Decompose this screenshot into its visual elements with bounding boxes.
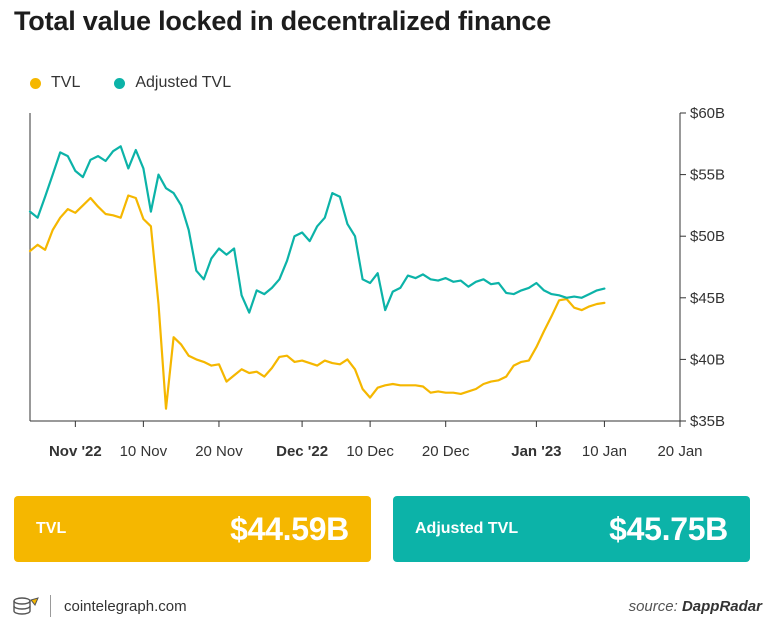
- x-tick-label: 20 Dec: [422, 443, 470, 460]
- footer-source-prefix: source:: [628, 598, 678, 615]
- y-tick-label: $35B: [690, 413, 725, 430]
- adjusted-tvl-card-value: $45.75B: [609, 510, 728, 547]
- footer-source-name: DappRadar: [681, 598, 762, 615]
- chart-series-layer: [28, 145, 606, 410]
- footer-source: source: DappRadar: [629, 598, 762, 615]
- adjusted-tvl-summary-card: Adjusted TVL $45.75B: [393, 496, 750, 562]
- x-tick-label: 10 Dec: [346, 443, 394, 460]
- y-tick-label: $55B: [690, 167, 725, 184]
- cointelegraph-logo-icon[interactable]: [12, 596, 40, 623]
- x-tick-label: Nov '22: [49, 443, 102, 460]
- x-tick-label: Jan '23: [511, 443, 561, 460]
- chart-title: Total value locked in decentralized fina…: [14, 6, 552, 36]
- chart-axes: [29, 112, 686, 427]
- legend-item-adjusted-tvl[interactable]: Adjusted TVL: [114, 74, 231, 92]
- y-tick-label: $50B: [690, 228, 725, 245]
- legend-label-tvl: TVL: [51, 74, 81, 91]
- legend-item-tvl[interactable]: TVL: [30, 74, 80, 92]
- y-tick-label: $40B: [690, 351, 725, 368]
- y-tick-label: $60B: [690, 105, 725, 122]
- series-line-tvl: [28, 194, 606, 410]
- footer-divider: [50, 595, 51, 617]
- chart-legend: TVL Adjusted TVL: [30, 74, 265, 92]
- tvl-card-value: $44.59B: [230, 510, 349, 547]
- legend-swatch-adjusted-tvl: [114, 77, 126, 89]
- x-tick-label: 20 Jan: [657, 443, 702, 460]
- x-tick-label: 20 Nov: [195, 443, 243, 460]
- chart-tick-labels: $35B $40B $45B $50B $55B $60B Nov '22 10 Nov 20 …: [49, 105, 725, 460]
- footer-site-link[interactable]: cointelegraph.com: [64, 598, 187, 615]
- series-line-adjusted-tvl: [28, 145, 606, 314]
- adjusted-tvl-card-label: Adjusted TVL: [415, 520, 519, 537]
- x-tick-label: 10 Nov: [120, 443, 168, 460]
- y-tick-label: $45B: [690, 290, 725, 307]
- x-tick-label: 10 Jan: [582, 443, 627, 460]
- legend-label-adjusted-tvl: Adjusted TVL: [135, 74, 232, 91]
- tvl-summary-card: TVL $44.59B: [14, 496, 371, 562]
- x-tick-label: Dec '22: [276, 443, 328, 460]
- legend-swatch-tvl: [30, 77, 41, 89]
- line-chart: $35B $40B $45B $50B $55B $60B Nov '22 10 Nov 20 …: [28, 105, 725, 460]
- tvl-card-label: TVL: [36, 520, 67, 537]
